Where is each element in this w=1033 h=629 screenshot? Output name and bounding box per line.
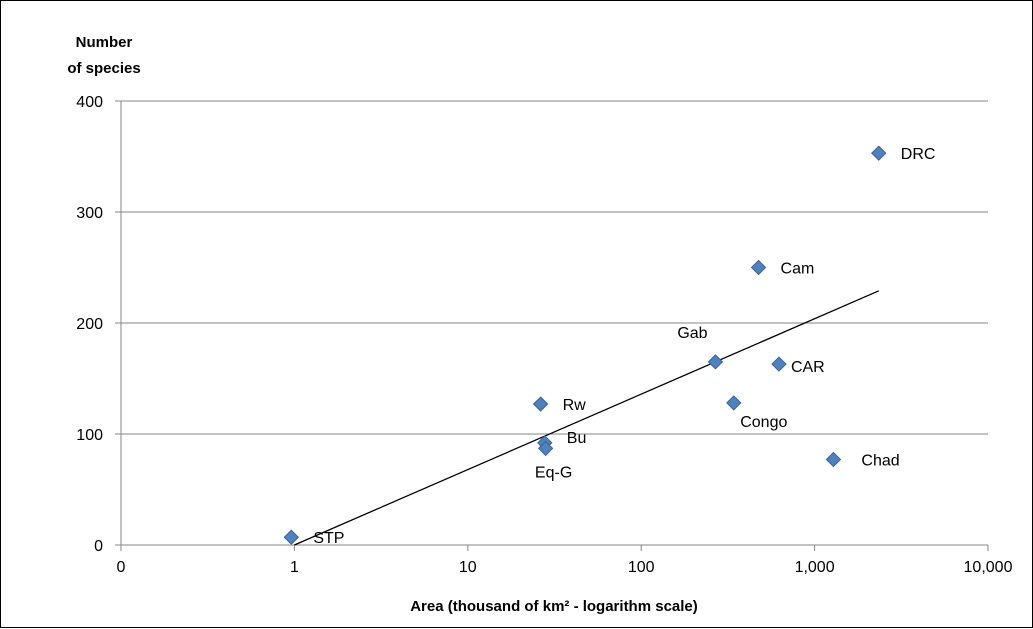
y-tick-label: 400 bbox=[76, 94, 103, 111]
data-point-rw bbox=[532, 396, 549, 412]
point-labels: STP Rw Bu Eq-G Gab Congo Cam CAR Chad DRC bbox=[313, 146, 935, 547]
x-tick-label: 100 bbox=[628, 559, 655, 576]
point-label-gab: Gab bbox=[677, 325, 707, 342]
y-tick-label: 0 bbox=[94, 538, 103, 555]
data-point-chad bbox=[825, 451, 842, 468]
point-label-cam: Cam bbox=[781, 261, 815, 278]
data-point-congo bbox=[726, 395, 742, 411]
y-tick-label: 100 bbox=[76, 427, 103, 444]
x-tick-label: 0 bbox=[117, 559, 126, 576]
data-point-cam bbox=[750, 259, 767, 276]
x-tick-label: 1 bbox=[290, 559, 299, 576]
point-label-drc: DRC bbox=[901, 146, 936, 163]
data-point-gab bbox=[707, 354, 724, 370]
data-points bbox=[283, 145, 887, 545]
point-label-car: CAR bbox=[791, 359, 825, 376]
trendline-layer bbox=[294, 290, 880, 546]
y-tick-label: 300 bbox=[76, 205, 103, 222]
tick-labels: 0 100 200 300 400 0 1 10 100 1,000 10,000 bbox=[76, 94, 1012, 576]
point-label-rw: Rw bbox=[563, 397, 587, 414]
y-tick-label: 200 bbox=[76, 316, 103, 333]
data-point-drc bbox=[871, 145, 887, 161]
x-tick-label: 10,000 bbox=[964, 559, 1013, 576]
x-tick-label: 1,000 bbox=[795, 559, 835, 576]
point-label-congo: Congo bbox=[740, 414, 787, 431]
point-label-bu: Bu bbox=[567, 430, 587, 447]
point-label-eq-g: Eq-G bbox=[535, 464, 572, 481]
point-label-chad: Chad bbox=[861, 453, 899, 470]
x-tick-label: 10 bbox=[459, 559, 477, 576]
data-point-eq-g bbox=[537, 440, 554, 457]
gridlines bbox=[121, 100, 988, 435]
y-axis-title-line-1: Number bbox=[76, 34, 133, 51]
trendline bbox=[294, 290, 880, 546]
data-point-stp bbox=[283, 529, 300, 545]
y-axis-title-line-2: of species bbox=[67, 60, 140, 77]
axes bbox=[115, 100, 989, 551]
data-point-car bbox=[771, 356, 787, 372]
point-label-stp: STP bbox=[313, 530, 344, 547]
x-axis-title: Area (thousand of km² - logarithm scale) bbox=[410, 598, 698, 615]
